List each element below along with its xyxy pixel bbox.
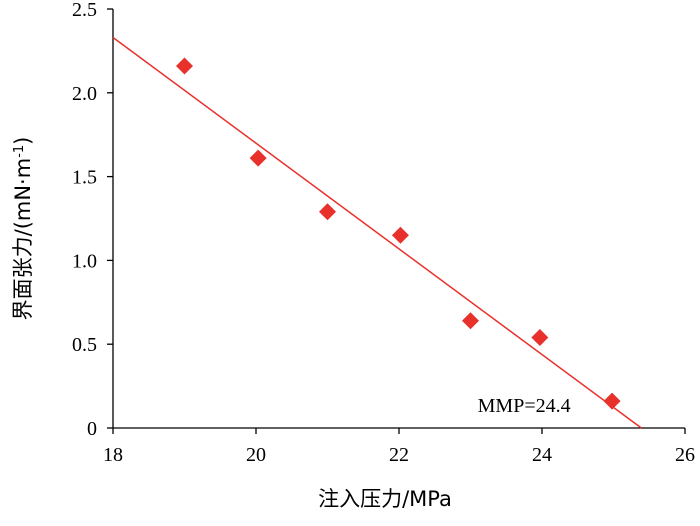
x-tick-label: 20 — [246, 444, 266, 466]
data-point — [391, 226, 409, 244]
trendline — [112, 36, 642, 429]
data-point — [462, 312, 479, 330]
x-tick-label: 22 — [389, 444, 409, 466]
y-axis-title-main: 界面张力/(mN·m — [11, 158, 35, 321]
axes: 18 20 22 24 26 0 0.5 1.0 1.5 2.0 2.5 — [72, 0, 695, 466]
mmp-annotation: MMP=24.4 — [478, 395, 571, 417]
y-tick-label: 2.5 — [72, 0, 97, 21]
x-tick-label: 24 — [532, 444, 552, 466]
data-point — [249, 149, 267, 167]
y-tick-label: 2.0 — [72, 83, 97, 105]
x-tick-label: 26 — [675, 444, 695, 466]
y-tick-label: 1.0 — [72, 250, 97, 272]
y-axis-title: 界面张力/(mN·m-1) — [11, 137, 35, 321]
data-point — [176, 57, 193, 75]
data-point — [319, 203, 336, 221]
x-tick-label: 18 — [103, 444, 123, 466]
y-tick-label: 0 — [87, 418, 97, 440]
trendline-group — [112, 36, 642, 429]
y-tick-label: 1.5 — [72, 167, 97, 189]
data-point — [603, 392, 621, 410]
y-tick-label: 0.5 — [72, 334, 97, 356]
y-axis-title-sup: -1 — [12, 145, 27, 158]
data-points — [176, 57, 621, 410]
y-axis-title-close: ) — [11, 137, 35, 145]
data-point — [531, 328, 549, 346]
x-axis-title: 注入压力/MPa — [318, 487, 452, 511]
